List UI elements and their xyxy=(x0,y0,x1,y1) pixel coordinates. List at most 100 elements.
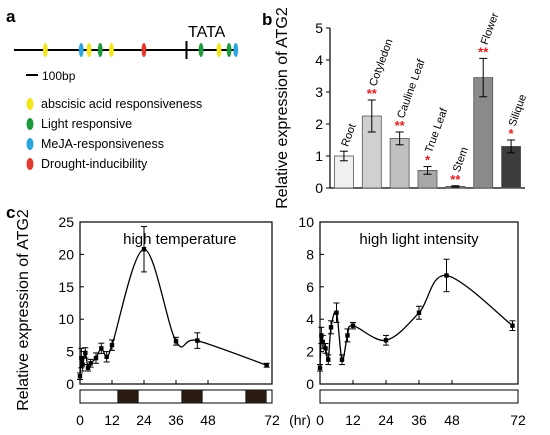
data-point-10 xyxy=(383,338,389,343)
data-point-6 xyxy=(93,355,99,361)
dark-period-1 xyxy=(181,390,203,403)
motif-site-4 xyxy=(109,43,114,57)
legend-label-1: Light responsive xyxy=(41,117,132,131)
motif-site-0 xyxy=(42,43,48,57)
data-point-4 xyxy=(326,357,331,362)
y-axis-title: Relative expression of ATG2 xyxy=(274,7,291,209)
category-label-2: Cauline Leaf xyxy=(395,57,428,120)
x-tick-label: 72 xyxy=(264,412,280,428)
motif-site-3 xyxy=(97,43,103,57)
legend-label-0: abscisic acid responsiveness xyxy=(41,97,202,111)
legend-swatch-2 xyxy=(26,138,34,150)
y-tick-label: 0 xyxy=(66,376,74,392)
x-tick-label: 48 xyxy=(200,412,216,428)
legend-swatch-3 xyxy=(26,158,34,170)
category-label-4: Stem xyxy=(451,146,471,174)
panel-label-c: c xyxy=(6,203,15,222)
y-tick-label: 2 xyxy=(306,344,314,360)
x-tick-label: 36 xyxy=(411,412,427,428)
y-tick-label: 1 xyxy=(315,148,323,164)
x-tick-label: 0 xyxy=(316,412,324,428)
y-tick-label: 20 xyxy=(58,246,74,262)
data-point-0 xyxy=(77,374,83,379)
x-tick-label: 72 xyxy=(510,412,526,428)
panel-label-b: b xyxy=(262,10,272,29)
series-line xyxy=(319,274,513,368)
data-point-5 xyxy=(328,325,334,330)
legend-swatch-0 xyxy=(26,98,34,110)
bar-2 xyxy=(389,137,410,189)
data-point-3 xyxy=(323,346,328,351)
motif-legend: abscisic acid responsiveness Light respon… xyxy=(26,97,202,171)
motif-site-7 xyxy=(198,43,204,57)
significance-mark-2: ** xyxy=(395,118,406,133)
y-tick-label: 4 xyxy=(306,311,314,327)
y-tick-label: 3 xyxy=(315,84,323,100)
category-label-6: Silique xyxy=(507,93,530,128)
motif-site-8 xyxy=(216,43,222,57)
panel-label-a: a xyxy=(6,7,16,26)
y-tick-label: 5 xyxy=(315,20,323,36)
data-point-11 xyxy=(173,339,179,344)
motif-site-9 xyxy=(226,43,232,57)
data-point-4 xyxy=(85,365,91,370)
dark-period-2 xyxy=(245,390,267,403)
y-axis-title: Relative expression of ATG2 xyxy=(15,209,32,411)
x-axis-title: (hr) xyxy=(289,412,311,428)
data-point-0 xyxy=(317,365,323,370)
promoter-diagram: TATA 100bp abscisic acid responsiveness L… xyxy=(14,24,239,171)
y-tick-label: 0 xyxy=(315,180,323,196)
data-point-8 xyxy=(104,354,109,359)
data-point-7 xyxy=(339,357,345,362)
legend-swatch-1 xyxy=(26,118,34,130)
data-point-13 xyxy=(510,323,515,328)
y-tick-label: 10 xyxy=(58,311,74,327)
tata-label: TATA xyxy=(188,24,226,41)
motif-site-2 xyxy=(86,43,92,57)
significance-mark-3: * xyxy=(425,153,431,168)
data-point-12 xyxy=(444,273,449,278)
category-label-0: Root xyxy=(339,122,358,148)
scale-label: 100bp xyxy=(42,69,76,83)
motif-site-10 xyxy=(233,43,239,57)
x-tick-label: 12 xyxy=(345,412,361,428)
data-point-2 xyxy=(80,362,85,367)
data-point-5 xyxy=(88,361,93,366)
data-point-6 xyxy=(334,310,339,315)
data-point-11 xyxy=(416,310,422,315)
x-tick-label: 24 xyxy=(136,412,152,428)
chart-title: high temperature xyxy=(123,231,236,248)
category-label-1: Cotyledon xyxy=(367,37,395,88)
y-tick-label: 2 xyxy=(315,116,323,132)
x-tick-label: 12 xyxy=(104,412,120,428)
significance-mark-6: * xyxy=(509,126,515,141)
motif-site-5 xyxy=(141,43,147,57)
data-point-10 xyxy=(141,247,147,252)
significance-mark-5: ** xyxy=(478,44,489,59)
data-point-13 xyxy=(264,363,269,368)
legend-label-3: Drought-inducibility xyxy=(41,157,148,171)
category-label-5: Flower xyxy=(479,11,502,46)
motif-site-1 xyxy=(78,43,84,57)
chart-title: high light intensity xyxy=(359,231,479,248)
y-tick-label: 4 xyxy=(315,52,323,68)
significance-mark-1: ** xyxy=(367,86,378,101)
y-tick-label: 8 xyxy=(306,246,314,262)
y-tick-label: 5 xyxy=(66,344,74,360)
data-point-7 xyxy=(99,346,104,351)
category-label-3: True Leaf xyxy=(423,106,451,155)
x-tick-label: 0 xyxy=(76,412,84,428)
y-tick-label: 10 xyxy=(298,214,314,230)
data-point-12 xyxy=(195,338,200,343)
y-tick-label: 0 xyxy=(306,376,314,392)
x-tick-label: 24 xyxy=(378,412,394,428)
dark-period-0 xyxy=(117,390,139,403)
y-tick-label: 15 xyxy=(58,279,74,295)
y-tick-label: 6 xyxy=(306,279,314,295)
data-point-3 xyxy=(83,350,88,356)
data-point-9 xyxy=(109,342,115,348)
